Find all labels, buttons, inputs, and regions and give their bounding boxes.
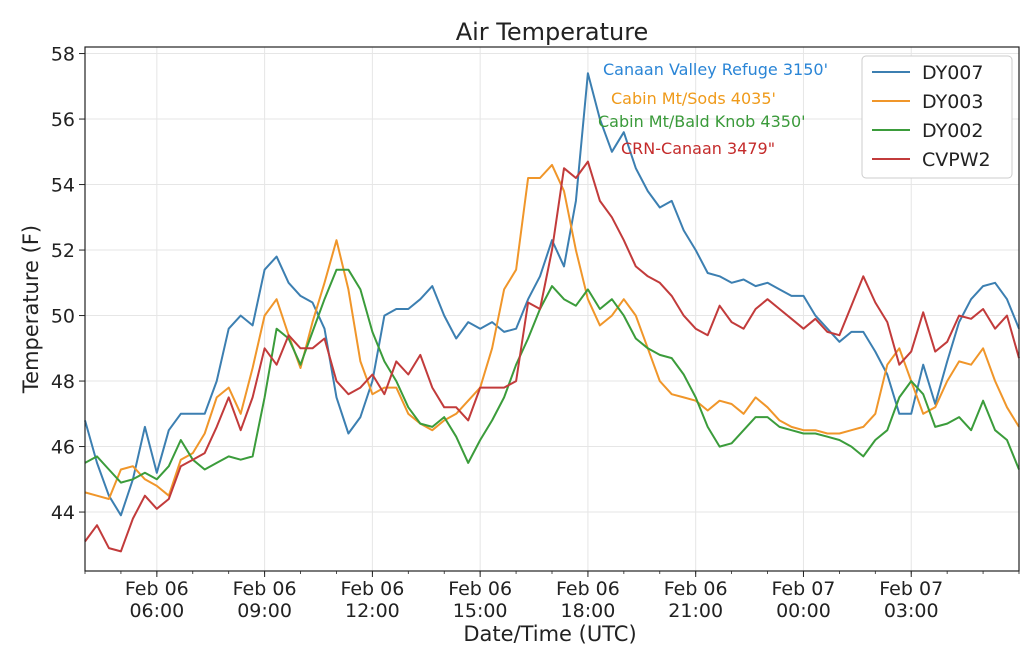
y-tick-label: 50 <box>51 306 75 328</box>
series-line-dy002 <box>84 268 1020 484</box>
x-tick-label-date: Feb 06 <box>448 578 512 600</box>
legend-label-dy003: DY003 <box>922 91 983 113</box>
y-tick-label: 46 <box>51 437 75 459</box>
annotation-canaan-valley-refuge: Canaan Valley Refuge 3150' <box>603 60 828 79</box>
chart-title: Air Temperature <box>456 18 649 46</box>
station-annotations: Canaan Valley Refuge 3150' Cabin Mt/Sods… <box>598 60 828 158</box>
x-tick-label-time: 21:00 <box>668 600 723 622</box>
y-tick-label: 48 <box>51 371 75 393</box>
x-tick-label-time: 03:00 <box>884 600 939 622</box>
legend-label-dy002: DY002 <box>922 120 983 142</box>
x-axis-label: Date/Time (UTC) <box>463 622 636 646</box>
x-tick-label-date: Feb 06 <box>340 578 404 600</box>
x-tick-label-time: 15:00 <box>453 600 508 622</box>
x-tick-label-time: 00:00 <box>776 600 831 622</box>
series-line-dy007 <box>84 72 1020 517</box>
x-tick-label-date: Feb 06 <box>233 578 297 600</box>
y-tick-label: 44 <box>51 502 75 524</box>
legend-label-cvpw2: CVPW2 <box>922 149 991 171</box>
y-tick-label: 56 <box>51 109 75 131</box>
y-axis-label: Temperature (F) <box>19 225 43 394</box>
annotation-crn-canaan: CRN-Canaan 3479" <box>621 139 775 158</box>
x-tick-label-date: Feb 06 <box>556 578 620 600</box>
y-axis: 44 46 48 50 52 54 56 58 <box>51 44 85 524</box>
x-tick-label-time: 12:00 <box>345 600 400 622</box>
x-tick-label-date: Feb 06 <box>664 578 728 600</box>
series-line-cvpw2 <box>84 160 1020 553</box>
series-layer <box>84 72 1020 553</box>
y-tick-label: 58 <box>51 44 75 66</box>
annotation-cabin-mt-sods: Cabin Mt/Sods 4035' <box>611 89 776 108</box>
legend-box <box>861 55 1013 179</box>
x-tick-label-date: Feb 07 <box>772 578 836 600</box>
annotation-cabin-mt-bald-knob: Cabin Mt/Bald Knob 4350' <box>598 112 806 131</box>
legend-label-dy007: DY007 <box>922 62 983 84</box>
legend: DY007 DY003 DY002 CVPW2 <box>861 55 1013 179</box>
x-tick-label-date: Feb 06 <box>125 578 189 600</box>
x-tick-label-time: 18:00 <box>561 600 616 622</box>
series-line-dy003 <box>84 163 1020 500</box>
x-tick-label-time: 06:00 <box>129 600 184 622</box>
x-tick-label-date: Feb 07 <box>879 578 943 600</box>
grid-lines <box>85 47 1019 571</box>
x-tick-label-time: 09:00 <box>237 600 292 622</box>
y-tick-label: 52 <box>51 240 75 262</box>
y-tick-label: 54 <box>51 175 75 197</box>
